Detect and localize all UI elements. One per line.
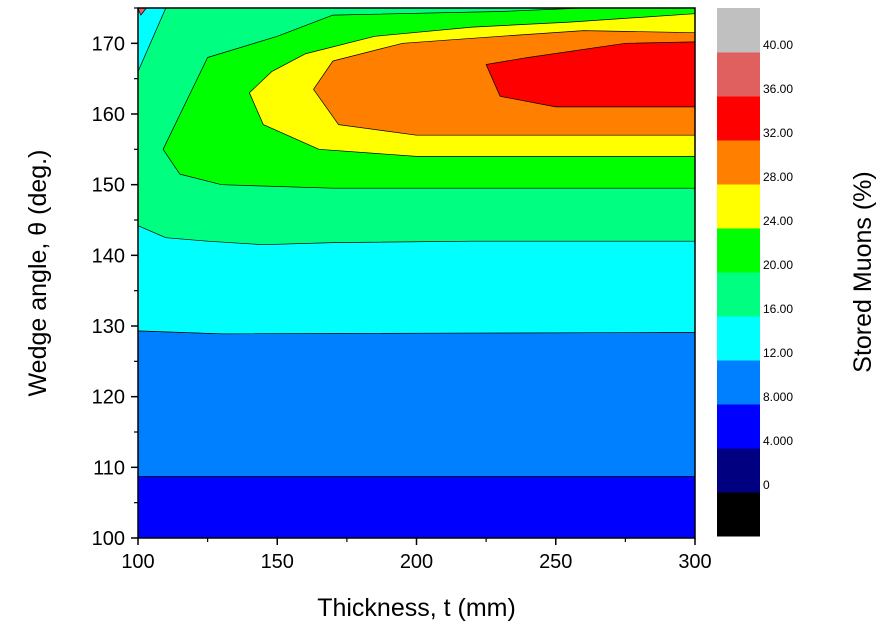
y-tick-label-0: 100 — [92, 528, 125, 550]
colorbar-label-5: 20.00 — [763, 258, 793, 272]
x-tick-label-2: 200 — [400, 551, 433, 573]
x-axis: 100 150 200 250 300 — [121, 538, 712, 573]
colorbar-swatch-0 — [717, 492, 760, 537]
colorbar-label-2: 8.000 — [763, 390, 793, 404]
x-tick-label-4: 300 — [678, 551, 711, 573]
y-tick-label-6: 160 — [92, 104, 125, 126]
colorbar-label-0: 0 — [763, 478, 770, 492]
x-axis-title: Thickness, t (mm) — [317, 594, 516, 622]
y-tick-label-2: 120 — [92, 387, 125, 409]
colorbar-swatch-9 — [717, 96, 760, 141]
y-tick-label-4: 140 — [92, 245, 125, 267]
colorbar-label-7: 28.00 — [763, 170, 793, 184]
colorbar-label-6: 24.00 — [763, 214, 793, 228]
colorbar-swatch-6 — [717, 228, 760, 273]
colorbar-label-1: 4.000 — [763, 434, 793, 448]
colorbar-label-9: 36.00 — [763, 82, 793, 96]
colorbar-swatch-1 — [717, 448, 760, 493]
colorbar-label-4: 16.00 — [763, 302, 793, 316]
x-tick-label-1: 150 — [261, 551, 294, 573]
colorbar-swatch-10 — [717, 52, 760, 97]
y-axis: 100 110 120 130 140 150 160 170 — [92, 7, 138, 550]
colorbar-swatch-7 — [717, 184, 760, 229]
colorbar-swatch-8 — [717, 140, 760, 185]
colorbar-swatch-2 — [717, 404, 760, 449]
x-tick-label-0: 100 — [121, 551, 154, 573]
contour-regions — [137, 7, 696, 539]
y-tick-label-1: 110 — [93, 457, 125, 479]
y-axis-title: Wedge angle, θ (deg.) — [24, 150, 52, 397]
y-tick-label-7: 170 — [92, 33, 125, 55]
y-tick-label-3: 130 — [92, 316, 125, 338]
colorbar-label-8: 32.00 — [763, 126, 793, 140]
colorbar-label-10: 40.00 — [763, 38, 793, 52]
colorbar-swatch-11 — [717, 8, 760, 53]
colorbar-title: Stored Muons (%) — [849, 171, 877, 372]
y-tick-label-5: 150 — [92, 175, 125, 197]
colorbar: 0 4.000 8.000 12.00 16.00 20.00 24.00 28.00 32.0… — [717, 8, 793, 537]
contour-region-0 — [137, 476, 696, 539]
contour-region-1 — [137, 330, 696, 477]
x-tick-label-3: 250 — [539, 551, 572, 573]
colorbar-swatch-5 — [717, 272, 760, 317]
colorbar-swatch-3 — [717, 360, 760, 405]
colorbar-label-3: 12.00 — [763, 346, 793, 360]
colorbar-swatch-4 — [717, 316, 760, 361]
